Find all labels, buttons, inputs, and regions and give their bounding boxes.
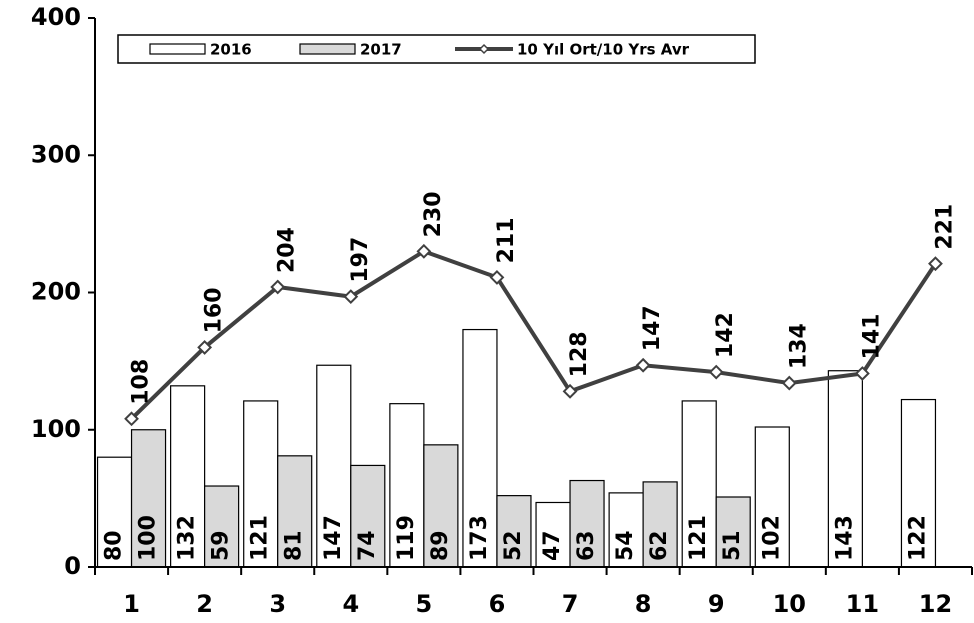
- x-tick-label: 4: [342, 590, 359, 618]
- value-label: 147: [321, 515, 346, 561]
- bar: [423, 444, 459, 568]
- value-label: 63: [574, 530, 599, 561]
- marker: [124, 411, 139, 427]
- legend-swatch: [299, 43, 356, 55]
- value-label: 47: [540, 530, 565, 561]
- bar: [496, 495, 532, 568]
- marker: [343, 289, 359, 305]
- value-label: 74: [355, 530, 380, 561]
- x-tick-label: 8: [635, 590, 652, 618]
- bar: [170, 385, 206, 568]
- x-tick-label: 12: [919, 590, 952, 618]
- legend-label: 2016: [210, 41, 252, 59]
- marker: [708, 364, 724, 380]
- value-label: 128: [567, 331, 592, 377]
- value-label: 102: [759, 515, 784, 561]
- y-tick-label: 0: [64, 552, 81, 580]
- marker: [197, 339, 213, 355]
- y-tick-label: 400: [31, 3, 81, 31]
- bar: [569, 479, 605, 568]
- marker: [928, 256, 943, 272]
- value-label: 122: [905, 515, 930, 561]
- value-label: 230: [421, 191, 446, 237]
- x-tick-label: 9: [708, 590, 725, 618]
- bar: [204, 485, 240, 568]
- marker: [562, 383, 578, 399]
- value-label: 119: [394, 515, 419, 561]
- x-tick-label: 3: [269, 590, 286, 618]
- bar: [462, 328, 498, 568]
- legend-box: [117, 34, 756, 64]
- x-tick-label: 7: [562, 590, 579, 618]
- x-tick-label: 1: [123, 590, 140, 618]
- value-label: 89: [428, 530, 453, 561]
- x-tick-label: 5: [416, 590, 433, 618]
- value-label: 221: [932, 204, 957, 250]
- value-label: 80: [102, 530, 127, 561]
- line: [130, 249, 938, 421]
- value-label: 141: [859, 314, 884, 360]
- value-label: 197: [348, 237, 373, 283]
- x-tick-label: 11: [846, 590, 879, 618]
- legend-marker: [478, 43, 490, 55]
- bar: [900, 398, 937, 568]
- value-label: 62: [647, 530, 672, 561]
- value-label: 52: [501, 530, 526, 561]
- value-label: 204: [275, 227, 300, 273]
- value-label: 142: [713, 312, 738, 358]
- value-label: 121: [248, 515, 273, 561]
- legend-swatch: [149, 43, 206, 55]
- y-tick-label: 100: [31, 415, 81, 443]
- marker: [635, 357, 651, 373]
- value-label: 134: [786, 323, 811, 369]
- bar: [243, 400, 279, 568]
- value-label: 51: [720, 530, 745, 561]
- value-label: 121: [686, 515, 711, 561]
- bar: [715, 496, 751, 568]
- legend-label: 2017: [360, 41, 402, 59]
- y-tick-label: 300: [31, 140, 81, 168]
- bar: [608, 492, 644, 568]
- bar: [827, 370, 863, 568]
- value-label: 147: [640, 305, 665, 351]
- legend-label: 10 Yıl Ort/10 Yrs Avr: [517, 41, 690, 59]
- value-label: 108: [129, 359, 154, 405]
- bar: [96, 456, 133, 568]
- value-label: 211: [494, 217, 519, 263]
- value-label: 143: [832, 515, 857, 561]
- x-tick-label: 2: [196, 590, 213, 618]
- marker: [270, 279, 286, 295]
- bar: [350, 464, 386, 568]
- value-label: 100: [136, 515, 161, 561]
- marker: [781, 375, 797, 391]
- value-label: 81: [282, 530, 307, 561]
- marker: [416, 243, 432, 259]
- value-label: 173: [467, 515, 492, 561]
- bar: [642, 481, 678, 568]
- value-label: 59: [209, 530, 234, 561]
- bar: [754, 426, 790, 568]
- marker: [489, 269, 505, 285]
- marker: [854, 366, 870, 381]
- legend: 2016 2017 10 Yıl Ort/10 Yrs Avr: [117, 34, 756, 64]
- value-label: 160: [202, 287, 227, 333]
- y-tick-label: 200: [31, 278, 81, 306]
- x-tick-label: 10: [773, 590, 806, 618]
- value-label: 54: [613, 530, 638, 561]
- x-tick-label: 6: [489, 590, 506, 618]
- value-label: 132: [175, 515, 200, 561]
